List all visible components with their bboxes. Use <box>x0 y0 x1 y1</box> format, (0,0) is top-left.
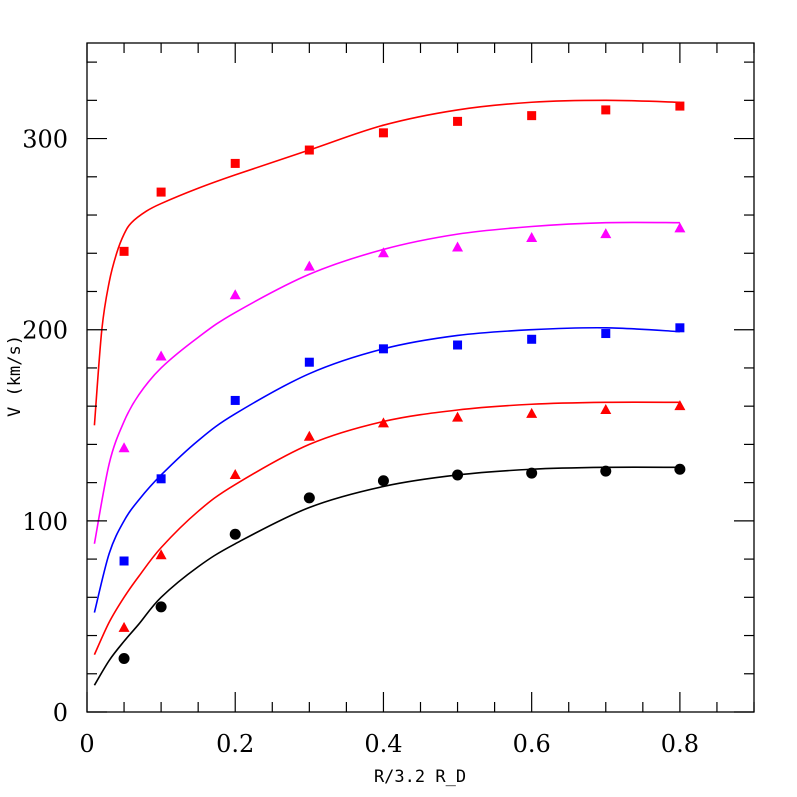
data-point-1 <box>378 128 388 138</box>
data-point-3 <box>601 329 611 339</box>
x-tick-label: 0 <box>79 730 94 758</box>
data-point-2 <box>155 350 167 361</box>
data-point-5 <box>118 652 130 664</box>
data-point-2 <box>377 247 389 258</box>
data-points <box>118 101 686 664</box>
data-point-2 <box>526 231 538 242</box>
model-curves <box>93 99 680 686</box>
data-point-3 <box>230 395 240 405</box>
data-point-4 <box>600 403 612 414</box>
data-point-2 <box>452 241 464 252</box>
data-point-5 <box>155 601 167 613</box>
plot-frame <box>86 42 755 713</box>
data-point-5 <box>229 528 241 540</box>
data-point-4 <box>229 468 241 479</box>
data-point-3 <box>304 357 314 367</box>
y-tick-label: 100 <box>22 508 68 536</box>
model-curve-1 <box>93 99 680 426</box>
model-curve-3 <box>93 326 680 613</box>
axis-ticks <box>86 43 755 713</box>
tick-labels: 0 0.2 0.4 0.6 0.8 0 100 200 300 <box>22 126 699 758</box>
data-point-1 <box>156 187 166 197</box>
x-tick-label: 0.2 <box>216 730 254 758</box>
y-tick-label: 300 <box>22 126 68 154</box>
data-point-5 <box>526 467 538 479</box>
data-point-4 <box>452 411 464 422</box>
data-point-1 <box>230 158 240 168</box>
data-point-5 <box>452 469 464 481</box>
data-point-4 <box>674 400 686 411</box>
data-point-1 <box>304 145 314 155</box>
data-point-5 <box>377 475 389 487</box>
data-point-4 <box>303 430 315 441</box>
data-point-4 <box>377 417 389 428</box>
model-curve-2 <box>93 221 680 544</box>
data-point-1 <box>601 105 611 115</box>
x-axis-label: R/3.2 R_D <box>374 767 466 787</box>
data-point-3 <box>378 344 388 354</box>
data-point-1 <box>527 111 537 121</box>
data-point-3 <box>527 334 537 344</box>
data-point-2 <box>674 222 686 233</box>
data-point-3 <box>156 474 166 484</box>
data-point-3 <box>453 340 463 350</box>
data-point-2 <box>600 228 612 239</box>
y-axis-label: V (km/s) <box>5 335 25 417</box>
data-point-5 <box>674 463 686 475</box>
data-point-5 <box>303 492 315 504</box>
data-point-2 <box>118 442 130 453</box>
data-point-1 <box>453 116 463 126</box>
data-point-4 <box>526 407 538 418</box>
data-point-4 <box>155 549 167 560</box>
model-curve-5 <box>93 466 680 686</box>
data-point-3 <box>119 556 129 566</box>
data-point-5 <box>600 465 612 477</box>
data-point-1 <box>675 101 685 111</box>
x-tick-label: 0.8 <box>661 730 699 758</box>
x-tick-label: 0.6 <box>513 730 551 758</box>
data-point-2 <box>303 260 315 271</box>
data-point-3 <box>675 323 685 333</box>
data-point-4 <box>118 621 130 632</box>
x-tick-label: 0.4 <box>364 730 402 758</box>
y-tick-label: 200 <box>22 317 68 345</box>
data-point-1 <box>119 246 129 256</box>
data-point-2 <box>229 289 241 300</box>
y-tick-label: 0 <box>53 699 68 727</box>
model-curve-4 <box>93 401 680 655</box>
